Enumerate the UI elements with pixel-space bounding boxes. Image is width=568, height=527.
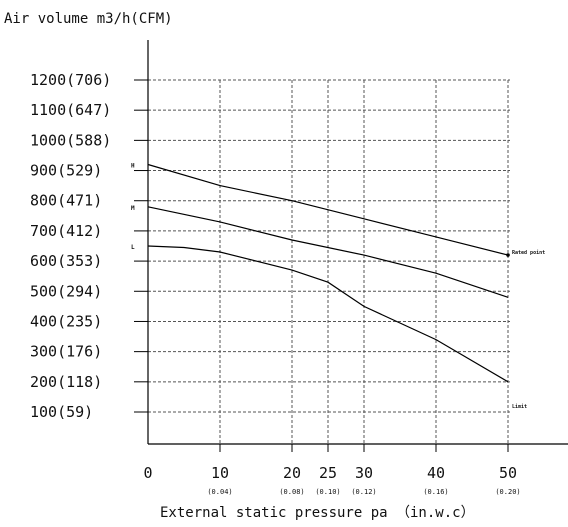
x-tick-label: 40 (427, 464, 445, 482)
series-lines (147, 163, 510, 383)
grid (148, 79, 510, 444)
x-tick-label: 10 (211, 464, 229, 482)
y-tick-label: 900(529) (30, 162, 102, 180)
x-tick-sublabel: (0.04) (207, 488, 232, 496)
rated-point-marker (506, 253, 510, 257)
y-tick-label: 1100(647) (30, 101, 111, 119)
y-tick-label: 200(118) (30, 373, 102, 391)
series-label-h: H (131, 163, 135, 170)
rated-point-label: Rated point (512, 250, 545, 256)
x-tick-label: 25 (319, 464, 337, 482)
x-tick-label: 50 (499, 464, 517, 482)
tick-labels: 100(59) 200(118) 300(176) 400(235) 500(294) 6… (30, 71, 545, 496)
axes (134, 40, 568, 452)
y-tick-label: 100(59) (30, 403, 93, 421)
limit-label: Limit (512, 404, 527, 410)
x-tick-label: 0 (143, 464, 152, 482)
y-tick-label: 700(412) (30, 222, 102, 240)
y-tick-label: 1000(588) (30, 131, 111, 149)
x-tick-sublabel: (0.12) (351, 488, 376, 496)
series-line-m (147, 206, 509, 298)
chart-title: Air volume m3/h(CFM) (4, 11, 173, 27)
y-tick-label: 1200(706) (30, 71, 111, 89)
x-tick-sublabel: (0.20) (495, 488, 520, 496)
y-tick-label: 800(471) (30, 192, 102, 210)
y-tick-label: 300(176) (30, 343, 102, 361)
x-axis-label: External static pressure pa （in.w.c） (160, 505, 475, 521)
series-line-h (147, 163, 509, 256)
series-label-l: L (131, 244, 135, 251)
x-tick-label: 30 (355, 464, 373, 482)
x-tick-sublabel: (0.08) (279, 488, 304, 496)
y-tick-label: 500(294) (30, 282, 102, 300)
series-line-l (147, 245, 509, 383)
x-tick-sublabel: (0.10) (315, 488, 340, 496)
y-tick-label: 600(353) (30, 252, 102, 270)
x-tick-sublabel: (0.16) (423, 488, 448, 496)
y-tick-label: 400(235) (30, 312, 102, 330)
series-label-m: M (131, 205, 135, 212)
x-tick-label: 20 (283, 464, 301, 482)
